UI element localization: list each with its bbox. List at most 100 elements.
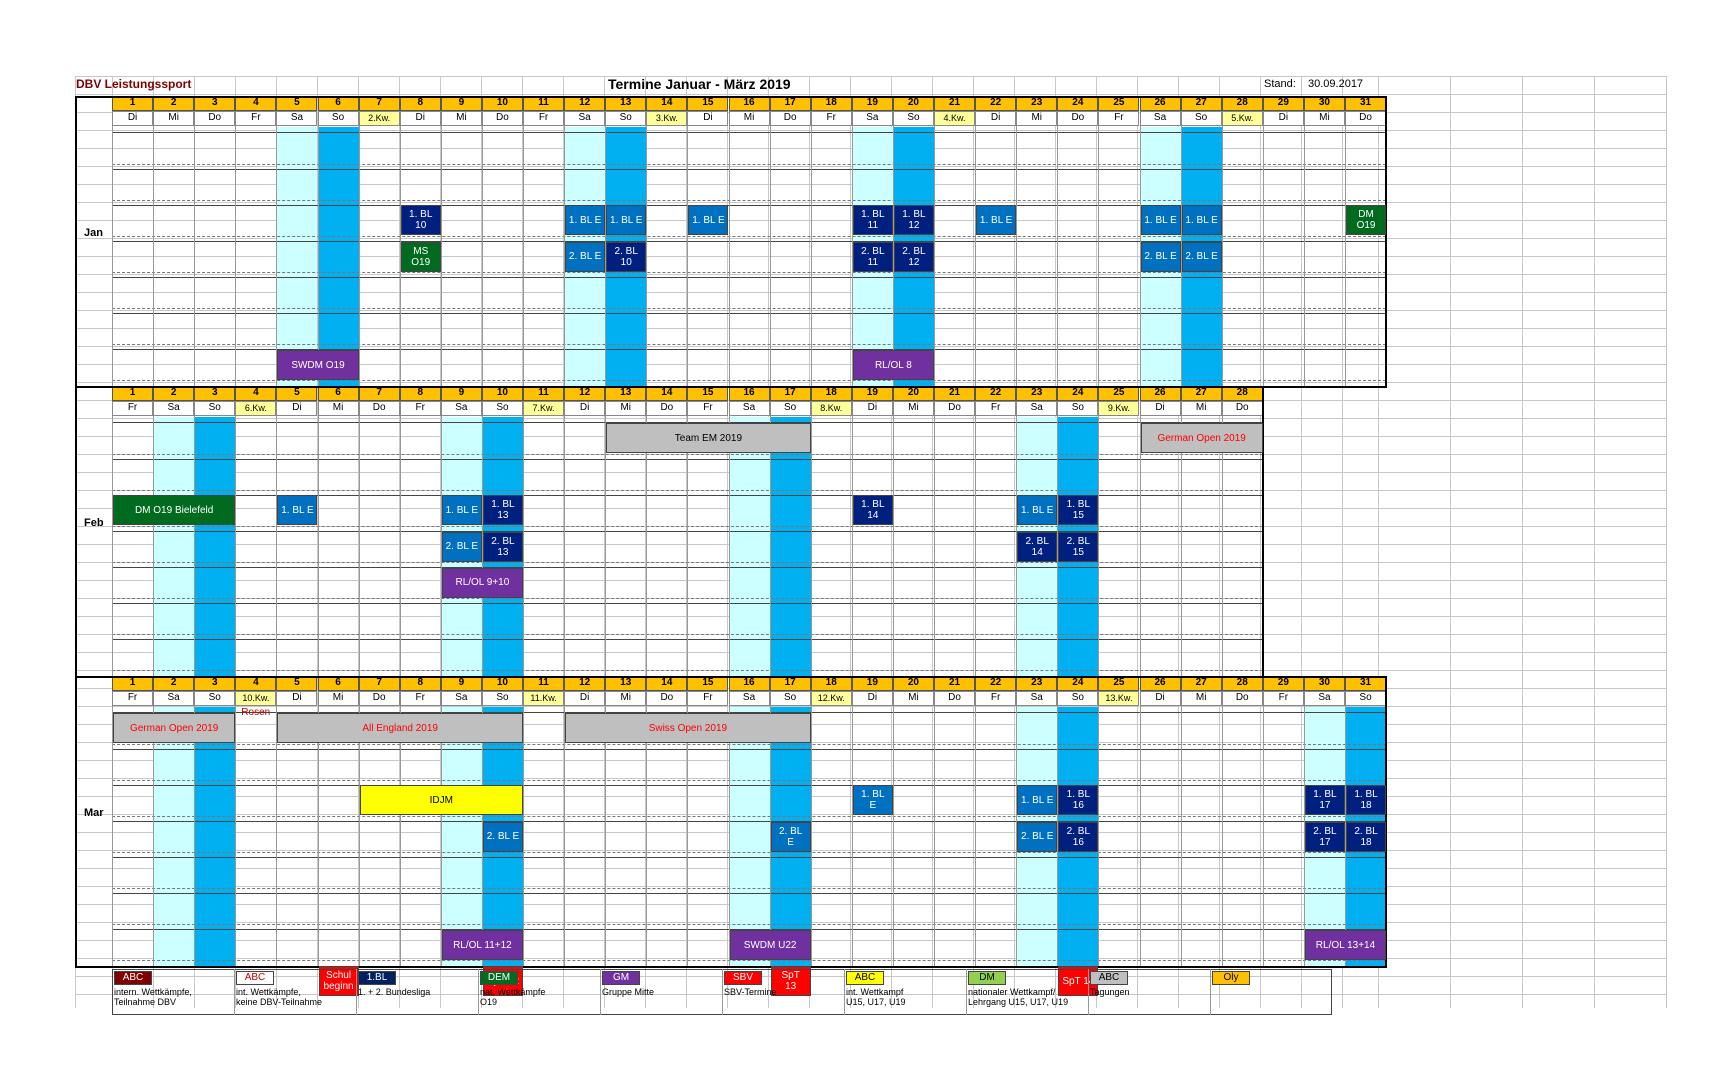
event-block[interactable]: SWDM U22 xyxy=(729,930,811,961)
event-block[interactable]: All England 2019 xyxy=(277,713,523,743)
weekday-cell: Sa xyxy=(153,401,195,416)
event-block[interactable]: 2. BL 14 xyxy=(1017,531,1058,562)
event-block[interactable]: 1. BL 10 xyxy=(400,205,441,236)
grid-line-horizontal xyxy=(75,436,1666,437)
grid-line-vertical xyxy=(1594,76,1595,1008)
event-block[interactable]: 2. BL 15 xyxy=(1058,531,1099,562)
weekday-cell: So xyxy=(481,401,523,416)
grid-line-horizontal xyxy=(75,76,1666,77)
event-block[interactable]: 1. BL E xyxy=(441,495,482,526)
event-block[interactable]: DM O19 Bielefeld xyxy=(113,495,236,526)
grid-line-horizontal xyxy=(75,886,1666,887)
event-block[interactable]: 2. BL 16 xyxy=(1058,821,1099,852)
column-divider xyxy=(605,402,607,676)
event-block[interactable]: 1. BL 14 xyxy=(852,495,893,526)
event-block[interactable]: RL/OL 8 xyxy=(852,350,934,381)
column-divider xyxy=(153,112,155,386)
weekday-cell: Do xyxy=(934,401,976,416)
event-block[interactable]: 2. BL E xyxy=(1181,241,1222,272)
grid-line-horizontal xyxy=(75,940,1666,941)
event-block[interactable]: RL/OL 11+12 xyxy=(441,930,523,961)
column-divider xyxy=(851,112,853,386)
event-block[interactable]: 1. BL 15 xyxy=(1058,495,1099,526)
weekday-cell: 13.Kw. xyxy=(1098,691,1140,706)
weekend-sunday-column xyxy=(769,417,811,676)
event-block[interactable]: 1. BL E xyxy=(1017,785,1058,816)
event-block[interactable]: 1. BL E xyxy=(976,205,1017,236)
event-block[interactable]: 1. BL E xyxy=(688,205,729,236)
event-block[interactable]: 2. BL E xyxy=(482,821,523,852)
weekday-cell: Fr xyxy=(235,111,277,126)
column-divider xyxy=(975,112,977,386)
weekday-cell: Di xyxy=(399,111,441,126)
event-block[interactable]: 1. BL E xyxy=(1181,205,1222,236)
column-divider xyxy=(235,402,237,676)
weekday-cell: Fr xyxy=(975,691,1017,706)
grid-line-vertical xyxy=(1666,76,1667,1008)
event-block[interactable]: RL/OL 9+10 xyxy=(441,567,523,598)
event-block[interactable]: 2. BL E xyxy=(770,821,811,852)
month-label: Mar xyxy=(84,807,104,819)
event-block[interactable]: 2. BL 18 xyxy=(1346,821,1387,852)
event-block[interactable]: RL/OL 13+14 xyxy=(1304,930,1387,961)
event-block[interactable]: 2. BL 12 xyxy=(893,241,934,272)
weekday-cell: 12.Kw. xyxy=(810,691,852,706)
event-block[interactable]: 2. BL E xyxy=(1017,821,1058,852)
event-block[interactable]: 1. BL E xyxy=(1017,495,1058,526)
column-divider xyxy=(564,402,566,676)
column-divider xyxy=(317,112,319,386)
event-block[interactable]: MS O19 xyxy=(400,241,441,272)
event-block[interactable]: DM O19 xyxy=(1346,205,1387,236)
event-block[interactable]: IDJM xyxy=(359,785,523,816)
row-divider xyxy=(112,816,1387,817)
event-block[interactable]: SWDM O19 xyxy=(277,350,359,381)
weekday-cell: Do xyxy=(646,691,688,706)
event-block[interactable]: 1. BL E xyxy=(606,205,647,236)
event-block[interactable]: 1. BL E xyxy=(1140,205,1181,236)
event-block[interactable]: 1. BL 16 xyxy=(1058,785,1099,816)
column-divider xyxy=(564,112,566,386)
row-divider xyxy=(112,821,1387,822)
row-divider xyxy=(112,749,1387,750)
event-block[interactable]: German Open 2019 xyxy=(1140,423,1263,453)
legend-text: 1. + 2. Bundesliga xyxy=(358,987,431,997)
event-block[interactable]: 2. BL 17 xyxy=(1304,821,1345,852)
legend-swatch: ABC xyxy=(846,971,884,985)
event-block[interactable]: 1. BL E xyxy=(852,785,893,816)
legend-divider xyxy=(1088,969,1089,1015)
weekday-cell: Fr xyxy=(523,111,565,126)
column-divider xyxy=(112,402,113,676)
event-block[interactable]: 2. BL E xyxy=(441,531,482,562)
legend-text: int. Wettkämpfe, keine DBV-Teilnahme xyxy=(236,987,323,1007)
event-block[interactable]: 1. BL 13 xyxy=(482,495,523,526)
event-block[interactable]: 2. BL 13 xyxy=(482,531,523,562)
event-block[interactable]: 1. BL 12 xyxy=(893,205,934,236)
event-block[interactable]: 2. BL E xyxy=(1140,241,1181,272)
weekend-saturday-column xyxy=(153,417,195,676)
event-block[interactable]: 2. BL 11 xyxy=(852,241,893,272)
weekday-cell: So xyxy=(1057,401,1099,416)
event-block[interactable]: Swiss Open 2019 xyxy=(565,713,811,743)
event-block[interactable]: 1. BL 18 xyxy=(1346,785,1387,816)
event-block[interactable]: Team EM 2019 xyxy=(606,423,811,453)
event-block[interactable]: 1. BL E xyxy=(565,205,606,236)
event-block[interactable]: 1. BL 17 xyxy=(1304,785,1345,816)
column-divider xyxy=(769,112,771,386)
column-divider xyxy=(481,402,483,676)
event-block[interactable]: 1. BL E xyxy=(277,495,318,526)
grid-line-vertical xyxy=(973,76,974,1008)
grid-line-horizontal xyxy=(75,616,1666,617)
event-block[interactable]: 2. BL 10 xyxy=(606,241,647,272)
event-block[interactable]: SpT 13 xyxy=(770,966,811,997)
weekday-cell: Fr xyxy=(1098,111,1140,126)
event-block[interactable]: Schul beginn xyxy=(318,966,359,997)
legend-divider xyxy=(478,969,479,1015)
weekday-cell: Sa xyxy=(1303,691,1345,706)
grid-line-horizontal xyxy=(75,904,1666,905)
row-divider xyxy=(112,169,1387,170)
row-divider xyxy=(112,349,1387,350)
event-block[interactable]: German Open 2019 xyxy=(113,713,236,743)
event-block[interactable]: 2. BL E xyxy=(565,241,606,272)
event-block[interactable]: 1. BL 11 xyxy=(852,205,893,236)
